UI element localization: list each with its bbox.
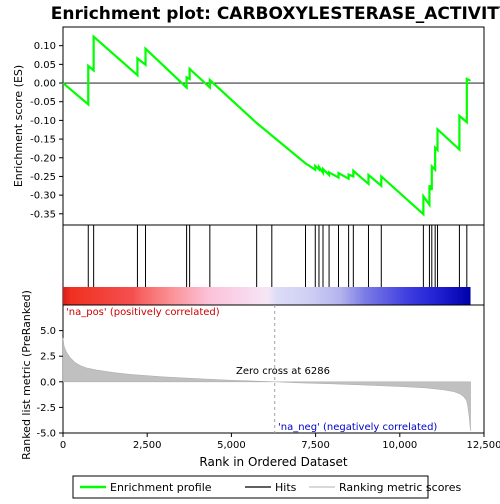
rank-x-axis-label: Rank in Ordered Dataset bbox=[199, 455, 347, 469]
legend-label-0: Enrichment profile bbox=[110, 481, 212, 494]
rank-metric-panel: -5.0 -2.5 0.0 2.5 5.0 0 2,500 5,000 7,500 10,000 1… bbox=[20, 290, 500, 469]
rank-y-tick-label: 5.0 bbox=[40, 326, 56, 337]
es-y-tick-label: 0.00 bbox=[34, 79, 56, 90]
es-panel: -0.35 -0.30 -0.25 -0.20 -0.15 -0.10 -0.05 0.00 0… bbox=[12, 27, 484, 225]
es-y-tick-label: 0.10 bbox=[34, 41, 56, 52]
rank-y-tick-label: 2.5 bbox=[40, 352, 56, 363]
pos-correlated-label: 'na_pos' (positively correlated) bbox=[66, 307, 220, 318]
legend-label-1: Hits bbox=[275, 481, 297, 494]
es-y-tick-label: -0.30 bbox=[30, 191, 56, 202]
es-y-tick-label: -0.05 bbox=[30, 97, 56, 108]
plot-title: Enrichment plot: CARBOXYLESTERASE_ACTIVI… bbox=[51, 4, 500, 24]
legend: Enrichment profile Hits Ranking metric sco… bbox=[73, 476, 461, 498]
es-y-tick-label: -0.35 bbox=[30, 209, 56, 220]
rank-y-tick-label: 0.0 bbox=[40, 377, 56, 388]
rank-x-tick-label: 10,000 bbox=[382, 440, 417, 451]
es-y-tick-label: -0.10 bbox=[30, 116, 56, 127]
legend-label-2: Ranking metric scores bbox=[339, 481, 461, 494]
neg-correlated-label: 'na_neg' (negatively correlated) bbox=[278, 422, 437, 433]
rank-y-tick-label: -5.0 bbox=[36, 429, 56, 440]
zero-cross-label: Zero cross at 6286 bbox=[236, 366, 330, 377]
es-y-axis-label: Enrichment score (ES) bbox=[12, 65, 25, 187]
rank-y-tick-label: -2.5 bbox=[36, 403, 56, 414]
es-y-tick-label: -0.15 bbox=[30, 135, 56, 146]
rank-x-tick-label: 2,500 bbox=[133, 440, 162, 451]
es-y-tick-label: 0.05 bbox=[34, 60, 56, 71]
rank-y-axis-label: Ranked list metric (PreRanked) bbox=[20, 290, 33, 460]
rank-x-tick-label: 7,500 bbox=[301, 440, 330, 451]
rank-x-tick-label: 5,000 bbox=[217, 440, 246, 451]
es-y-tick-label: -0.25 bbox=[30, 172, 56, 183]
es-plot-area bbox=[63, 27, 484, 225]
rank-x-tick-label: 0 bbox=[60, 440, 66, 451]
es-y-tick-label: -0.20 bbox=[30, 153, 56, 164]
hits-panel bbox=[63, 225, 484, 305]
rank-x-tick-label: 12,500 bbox=[467, 440, 500, 451]
rank-color-bar bbox=[63, 287, 471, 305]
